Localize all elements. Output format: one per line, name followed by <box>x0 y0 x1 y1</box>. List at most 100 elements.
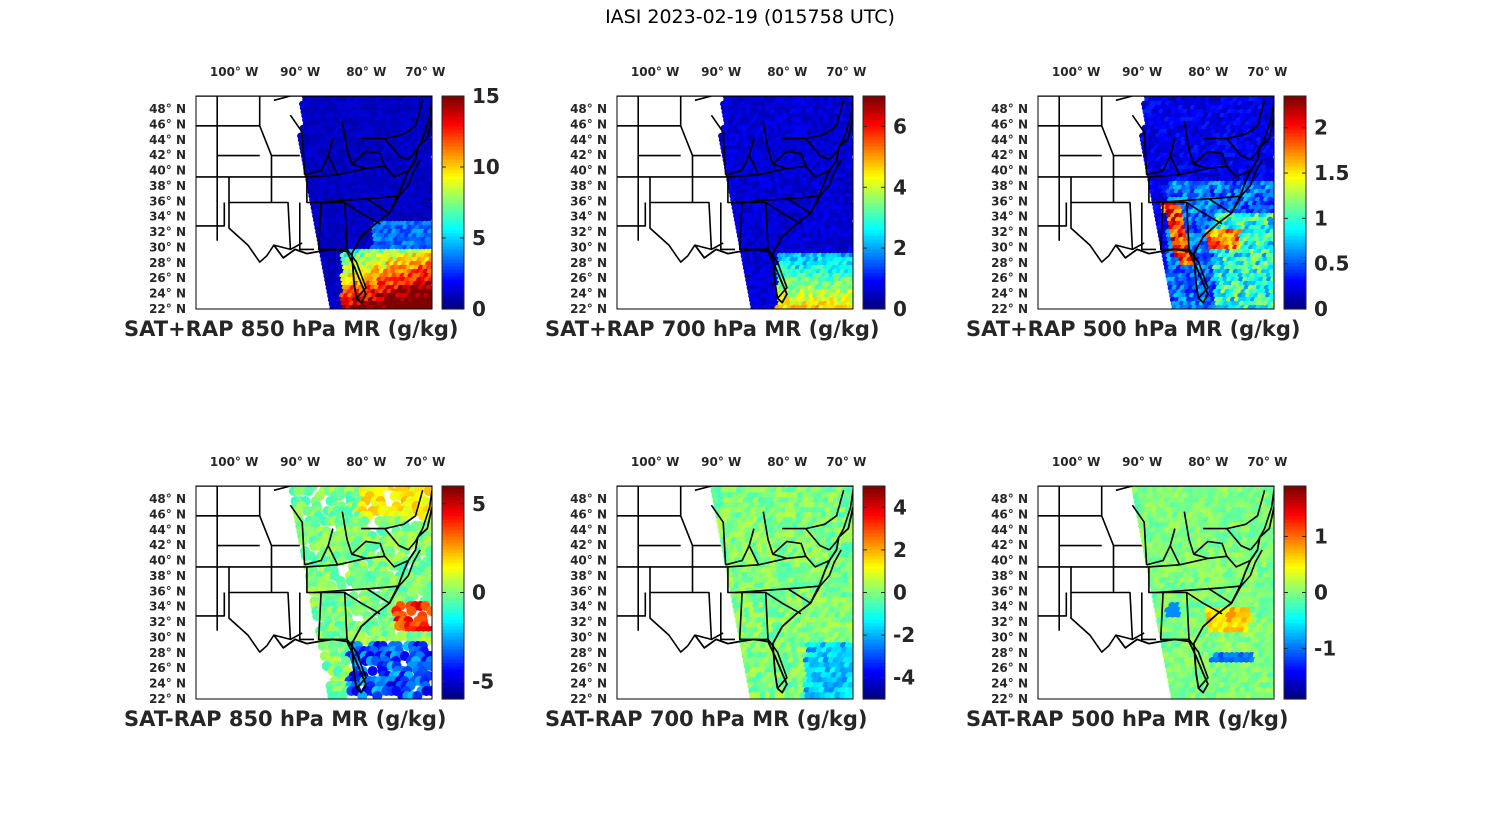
map-panel-sat-rap-700-hpa-mr-g-kg: 100° W 90° W 80° W 70° W 48° N 46° N 44° N 42° … <box>537 62 937 341</box>
state-border <box>351 150 409 178</box>
panel-caption: SAT+RAP 850 hPa MR (g/kg) <box>124 317 459 341</box>
latitude-tick-label: 44° N <box>149 133 186 147</box>
state-border <box>196 96 218 241</box>
latitude-tick-label: 46° N <box>991 117 1028 131</box>
colorbar-tick-label: 0 <box>1314 297 1328 321</box>
swath-point <box>1267 304 1274 309</box>
state-border <box>828 100 853 161</box>
map-frame <box>195 95 433 310</box>
state-border <box>1193 150 1251 178</box>
colorbar-tick-label: 6 <box>893 114 907 138</box>
colorbar-tick-label: 15 <box>472 84 500 108</box>
latitude-tick-label: 34° N <box>991 210 1028 224</box>
longitude-tick-label: 80° W <box>767 65 807 79</box>
latitude-tick-label: 36° N <box>149 194 186 208</box>
longitude-tick-label: 80° W <box>1188 65 1228 79</box>
state-border <box>407 100 432 161</box>
state-border <box>1203 100 1266 161</box>
state-border <box>258 96 273 203</box>
state-border <box>271 201 292 250</box>
state-border <box>692 154 728 178</box>
map-figure: 100° W 90° W 80° W 70° W48° N46° N44° N42° … <box>991 65 1349 321</box>
longitude-tick-label: 90° W <box>1122 65 1162 79</box>
latitude-tick-label: 26° N <box>570 271 607 285</box>
state-border <box>327 121 367 176</box>
swath-observations <box>297 96 432 309</box>
state-border <box>782 100 845 161</box>
coastline <box>273 117 432 304</box>
latitude-tick-label: 40° N <box>991 164 1028 178</box>
colorbar-tick-label: 0.5 <box>1314 252 1349 276</box>
longitude-tick-label: 100° W <box>1052 65 1100 79</box>
latitude-tick-label: 24° N <box>149 287 186 301</box>
state-border <box>727 165 821 204</box>
state-border <box>819 159 842 197</box>
state-border <box>1169 121 1209 176</box>
longitude-tick-label: 70° W <box>826 65 866 79</box>
latitude-tick-label: 36° N <box>570 194 607 208</box>
colorbar-tick-label: 2 <box>893 236 907 260</box>
latitude-tick-label: 24° N <box>991 287 1028 301</box>
state-border <box>1249 100 1274 161</box>
state-border <box>306 165 400 204</box>
latitude-tick-label: 28° N <box>991 256 1028 270</box>
state-border <box>1115 96 1148 175</box>
state-border <box>617 202 724 263</box>
state-border <box>679 96 694 203</box>
state-borders <box>617 96 853 304</box>
state-border <box>1148 165 1242 204</box>
latitude-tick-label: 22° N <box>570 302 607 316</box>
swath-point <box>846 304 853 309</box>
longitude-tick-label: 100° W <box>631 65 679 79</box>
state-border <box>617 96 639 241</box>
colorbar-tick-label: 4 <box>893 175 907 199</box>
panel-caption: SAT+RAP 700 hPa MR (g/kg) <box>545 317 880 341</box>
map-panel-sat-rap-850-hpa-mr-g-kg: 100° W 90° W 80° W 70° W 48° N 46° N 44° N 42° … <box>116 62 516 341</box>
state-border <box>196 202 303 263</box>
latitude-tick-label: 30° N <box>570 240 607 254</box>
latitude-tick-label: 38° N <box>149 179 186 193</box>
latitude-tick-label: 48° N <box>149 102 186 116</box>
latitude-tick-label: 36° N <box>991 194 1028 208</box>
state-border <box>1100 96 1115 203</box>
latitude-tick-label: 24° N <box>570 287 607 301</box>
longitude-tick-label: 100° W <box>210 65 258 79</box>
latitude-tick-label: 26° N <box>149 271 186 285</box>
latitude-tick-label: 46° N <box>149 117 186 131</box>
coastline <box>694 117 853 304</box>
colorbar: 0 0.5 1 1.5 2 <box>1283 95 1349 321</box>
figure-title: IASI 2023-02-19 (015758 UTC) <box>605 6 895 28</box>
colorbar-tick-label: 10 <box>472 155 500 179</box>
latitude-tick-label: 32° N <box>991 225 1028 239</box>
colorbar-tick-label: 2 <box>1314 116 1328 140</box>
state-border <box>694 96 727 175</box>
latitude-tick-label: 32° N <box>149 225 186 239</box>
latitude-tick-label: 38° N <box>991 179 1028 193</box>
latitude-tick-label: 42° N <box>149 148 186 162</box>
latitude-tick-label: 28° N <box>570 256 607 270</box>
state-border <box>1240 159 1263 197</box>
state-border <box>692 201 713 250</box>
latitude-tick-label: 48° N <box>991 102 1028 116</box>
latitude-tick-label: 38° N <box>570 179 607 193</box>
longitude-tick-label: 70° W <box>1247 65 1287 79</box>
state-border <box>1038 96 1060 241</box>
state-border <box>638 125 693 178</box>
state-border <box>398 159 421 197</box>
map-figure: 100° W 90° W 80° W 70° W48° N46° N44° N42° … <box>570 65 907 321</box>
latitude-tick-label: 28° N <box>149 256 186 270</box>
coastline <box>1115 117 1274 304</box>
map-figure: 100° W 90° W 80° W 70° W48° N46° N44° N42° … <box>149 65 500 321</box>
map-frame <box>616 95 854 310</box>
colorbar-tick-label: 1.5 <box>1314 161 1349 185</box>
latitude-tick-label: 40° N <box>149 164 186 178</box>
colorbar-tick-label: 1 <box>1314 206 1328 230</box>
latitude-tick-label: 22° N <box>149 302 186 316</box>
latitude-tick-label: 26° N <box>991 271 1028 285</box>
state-borders <box>196 96 432 304</box>
latitude-tick-label: 34° N <box>570 210 607 224</box>
longitude-tick-label: 70° W <box>405 65 445 79</box>
latitude-tick-label: 46° N <box>570 117 607 131</box>
map-panel-sat-rap-500-hpa-mr-g-kg: 100° W 90° W 80° W 70° W 48° N 46° N 44° N 42° … <box>958 62 1358 341</box>
